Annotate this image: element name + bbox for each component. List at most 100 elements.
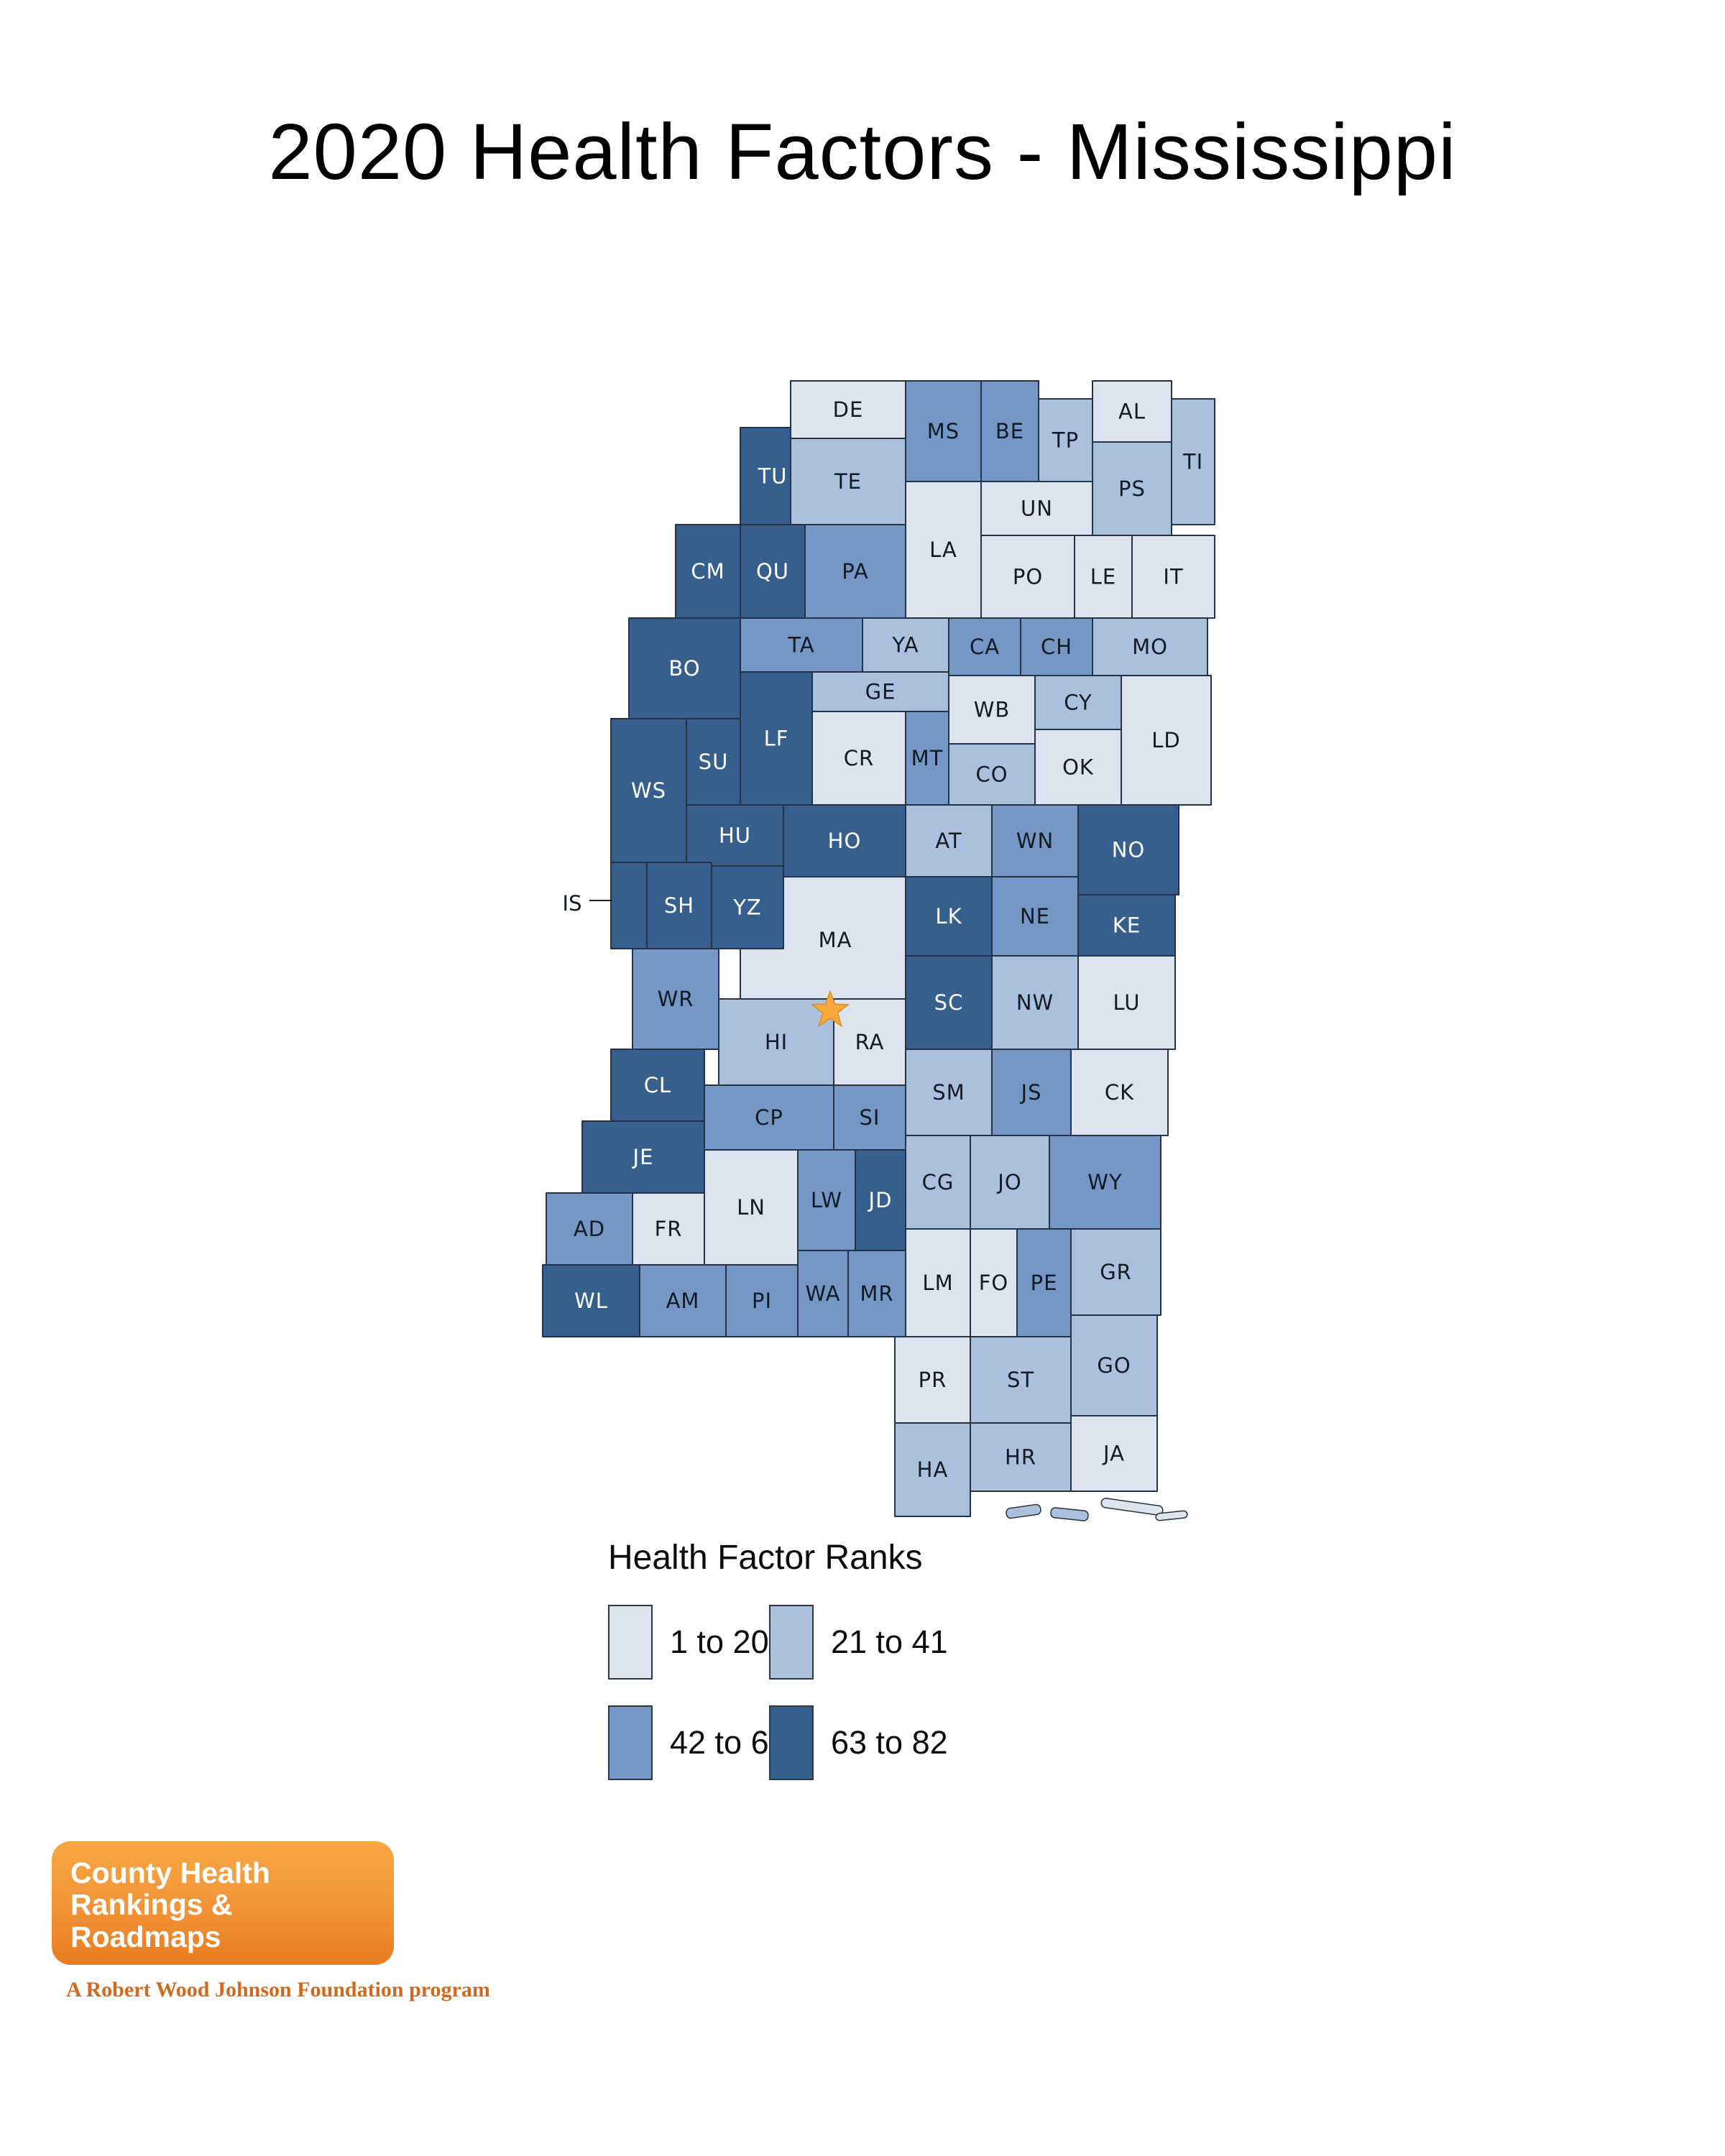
county-label-RA: RA	[855, 1030, 885, 1054]
county-HR	[970, 1422, 1072, 1492]
county-label-CM: CM	[691, 559, 724, 584]
county-label-LA: LA	[929, 538, 957, 562]
county-JD	[855, 1149, 906, 1251]
legend-label: 21 to 41	[831, 1623, 948, 1660]
county-LU	[1077, 955, 1176, 1050]
county-SC	[905, 955, 993, 1050]
county-DE	[790, 380, 906, 439]
county-label-FO: FO	[979, 1271, 1009, 1295]
legend-swatch-21-to-41	[769, 1605, 814, 1680]
county-label-PS: PS	[1118, 476, 1146, 501]
county-GO	[1070, 1314, 1158, 1416]
county-label-JD: JD	[868, 1188, 893, 1212]
county-label-CY: CY	[1064, 691, 1092, 715]
county-MT	[905, 711, 949, 806]
county-LD	[1121, 675, 1212, 806]
county-label-HA: HA	[917, 1457, 949, 1482]
county-SM	[905, 1049, 993, 1136]
county-label-CP: CP	[755, 1105, 783, 1130]
county-AT	[905, 804, 993, 877]
county-CG	[905, 1135, 971, 1230]
county-label-CH: CH	[1041, 635, 1072, 659]
county-IT	[1131, 535, 1215, 619]
legend-label: 1 to 20	[670, 1623, 769, 1660]
county-label-CR: CR	[844, 746, 874, 770]
county-LE	[1074, 535, 1133, 619]
page-title: 2020 Health Factors - Mississippi	[268, 108, 1457, 196]
county-RA	[833, 998, 906, 1086]
county-label-HO: HO	[828, 829, 862, 853]
county-JA	[1070, 1415, 1158, 1492]
mississippi-county-map: TU DE TE MS BE TP AL PS TI UN LA PA CM QU PO LE IT TA YA CA…	[542, 380, 1215, 1521]
county-TI	[1171, 398, 1215, 525]
county-label-YA: YA	[891, 633, 919, 658]
county-KE	[1077, 894, 1176, 957]
county-JE	[581, 1120, 705, 1194]
county-label-SM: SM	[932, 1080, 965, 1105]
county-FO	[970, 1228, 1018, 1337]
county-label-JE: JE	[632, 1145, 654, 1169]
legend-title: Health Factor Ranks	[608, 1539, 923, 1577]
county-label-JO: JO	[996, 1170, 1021, 1194]
county-PE	[1016, 1228, 1072, 1337]
county-label-CL: CL	[644, 1073, 671, 1097]
county-LN	[704, 1149, 799, 1266]
county-label-FR: FR	[655, 1217, 683, 1241]
county-label-BO: BO	[668, 656, 700, 681]
county-label-JS: JS	[1020, 1080, 1042, 1105]
county-label-LW: LW	[811, 1188, 842, 1212]
county-BO	[628, 617, 741, 719]
county-label-CG: CG	[922, 1170, 954, 1194]
county-HI	[718, 998, 834, 1086]
legend-swatch-42-to-62	[608, 1705, 653, 1780]
chr-logo: County Health Rankings & Roadmaps Buildi…	[52, 1841, 472, 1984]
county-label-MA: MA	[819, 928, 852, 952]
county-TE	[790, 438, 906, 525]
county-WB	[948, 675, 1036, 745]
rwjf-caption: A Robert Wood Johnson Foundation program	[66, 1978, 490, 2001]
county-NO	[1077, 804, 1179, 895]
county-label-DE: DE	[833, 397, 864, 422]
county-label-AL: AL	[1118, 400, 1146, 424]
legend-label: 42 to 62	[670, 1724, 787, 1761]
county-label-LU: LU	[1113, 990, 1141, 1015]
legend-item-42-to-62: 42 to 62	[608, 1705, 787, 1780]
county-label-HI: HI	[765, 1030, 788, 1054]
county-label-SC: SC	[934, 990, 964, 1015]
county-JS	[991, 1049, 1072, 1136]
county-label-IS: IS	[563, 891, 582, 916]
county-AD	[546, 1192, 633, 1266]
legend-item-21-to-41: 21 to 41	[769, 1605, 956, 1680]
county-label-LF: LF	[764, 727, 789, 751]
county-label-TA: TA	[787, 633, 814, 658]
county-UN	[980, 481, 1093, 536]
county-label-PE: PE	[1031, 1271, 1058, 1295]
county-label-PR: PR	[919, 1368, 947, 1392]
county-label-SI: SI	[860, 1105, 880, 1130]
county-label-WL: WL	[574, 1289, 608, 1313]
county-label-UN: UN	[1021, 497, 1053, 521]
legend: Health Factor Ranks 1 to 20 21 to 41 42 …	[608, 1538, 956, 1780]
county-label-CK: CK	[1105, 1080, 1134, 1105]
county-label-NE: NE	[1020, 904, 1050, 929]
county-label-WS: WS	[631, 778, 666, 803]
county-label-TP: TP	[1052, 428, 1079, 453]
county-IS	[610, 862, 648, 949]
county-LW	[797, 1149, 856, 1251]
county-label-MS: MS	[927, 419, 960, 443]
county-label-SH: SH	[664, 893, 694, 918]
county-TP	[1038, 398, 1093, 482]
barrier-island-2	[1050, 1507, 1089, 1521]
county-label-PO: PO	[1013, 565, 1043, 589]
county-WR	[632, 948, 719, 1050]
county-label-KE: KE	[1113, 913, 1141, 938]
county-label-MT: MT	[911, 746, 944, 770]
county-MO	[1092, 617, 1208, 676]
county-label-MO: MO	[1132, 635, 1168, 659]
county-label-WR: WR	[658, 987, 694, 1011]
county-WA	[797, 1250, 849, 1337]
county-CH	[1020, 617, 1093, 676]
county-JO	[970, 1135, 1050, 1230]
barrier-island-1	[1006, 1503, 1041, 1519]
county-CA	[948, 617, 1021, 676]
